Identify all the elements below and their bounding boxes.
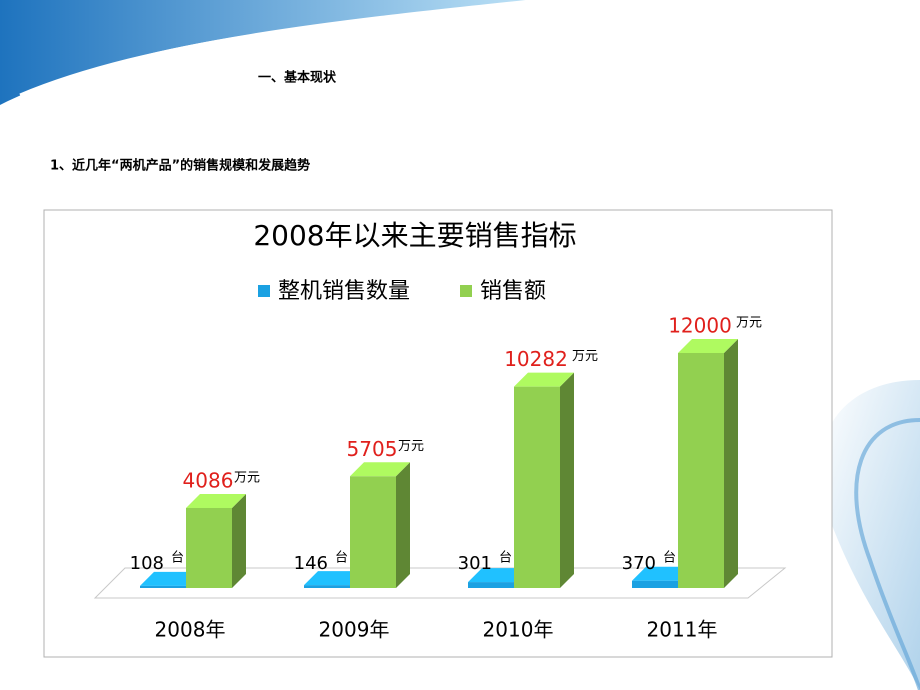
value-unit: 台 (499, 551, 512, 566)
legend-label: 整机销售数量 (278, 279, 410, 304)
bar-top (186, 493, 246, 508)
bar-front (514, 386, 560, 588)
value-unit: 台 (335, 551, 348, 566)
bar-front (468, 582, 514, 588)
value-label: 301 (458, 553, 492, 574)
x-tick-label: 2010年 (483, 618, 554, 642)
bar-side (560, 372, 574, 588)
bar-top (304, 571, 364, 586)
bar (186, 493, 246, 588)
bar-side (232, 493, 246, 588)
value-label: 370 (622, 553, 656, 574)
legend-label: 销售额 (480, 279, 546, 304)
subheading: 1、近几年“两机产品”的销售规模和发展趋势 (50, 158, 310, 174)
bar-front (186, 507, 232, 588)
value-unit: 万元 (736, 316, 762, 331)
value-unit: 万元 (234, 470, 260, 485)
bar-top (140, 571, 200, 586)
bar-front (678, 353, 724, 588)
heading: 一、基本现状 (258, 70, 337, 86)
bar (678, 339, 738, 588)
x-tick-label: 2009年 (319, 618, 390, 642)
value-unit: 台 (663, 551, 676, 566)
value-label: 4086 (183, 468, 234, 492)
bar-top (678, 339, 738, 353)
bar-front (350, 476, 396, 588)
value-label: 5705 (347, 437, 398, 461)
legend-swatch (460, 285, 472, 297)
bar-top (468, 568, 528, 583)
x-tick-label: 2008年 (155, 618, 226, 642)
bar-side (396, 462, 410, 588)
value-label: 108 (130, 553, 164, 574)
swirl (820, 380, 920, 690)
bar-top (514, 372, 574, 387)
bar (350, 462, 410, 588)
chart-title: 2008年以来主要销售指标 (253, 219, 576, 252)
value-label: 10282 (504, 347, 568, 371)
x-tick-label: 2011年 (647, 618, 718, 642)
legend-swatch (258, 285, 270, 297)
bar-front (632, 580, 678, 588)
bar-front (140, 585, 186, 588)
bar (514, 372, 574, 588)
bar-top (632, 566, 692, 581)
wave-line (19, 0, 541, 97)
value-label: 12000 (668, 314, 732, 338)
value-label: 146 (294, 553, 328, 574)
top-wave (0, 0, 540, 105)
value-unit: 万元 (572, 349, 598, 364)
bar-front (304, 585, 350, 588)
value-unit: 台 (171, 551, 184, 566)
bar-side (724, 339, 738, 588)
value-unit: 万元 (398, 439, 424, 454)
bar-top (350, 462, 410, 477)
swirl-line (854, 418, 920, 690)
